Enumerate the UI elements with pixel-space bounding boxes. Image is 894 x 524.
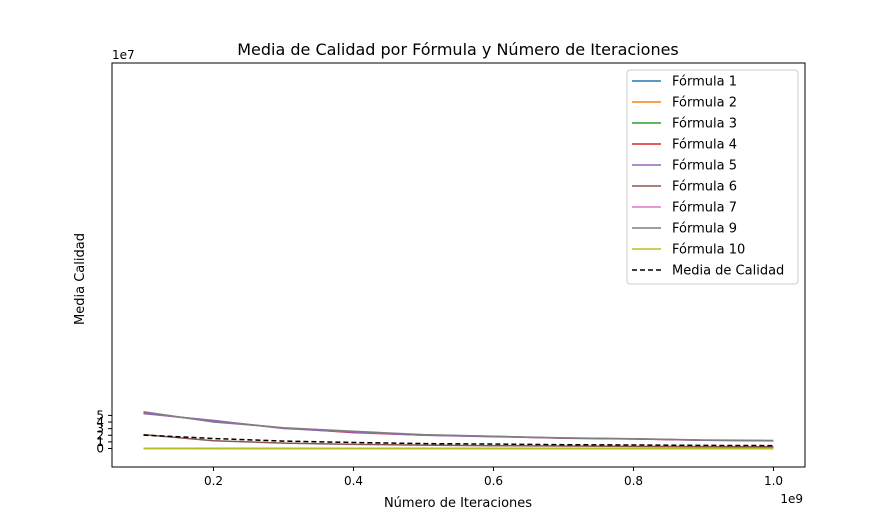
y-axis-offset-label: 1e7 — [112, 48, 135, 62]
y-tick-label: 2 — [96, 428, 104, 442]
x-tick-label: 0.6 — [484, 474, 503, 488]
legend-label: Media de Calidad — [672, 264, 784, 279]
x-tick-label: 0.4 — [344, 474, 363, 488]
legend-label: Fórmula 9 — [672, 222, 737, 237]
legend-label: Fórmula 6 — [672, 180, 737, 195]
series-line-f-rmula-9 — [143, 410, 774, 442]
legend-items: Fórmula 1 Fórmula 2 Fórmula 3 Fórmula 4 Fórm… — [632, 75, 784, 279]
y-tick-label: 5 — [96, 408, 104, 422]
y-tick-label: 4 — [96, 415, 104, 429]
x-axis-label: Número de Iteraciones — [384, 496, 532, 511]
y-tick-label: 1 — [96, 435, 104, 449]
plot-frame — [111, 62, 806, 468]
legend-label: Fórmula 3 — [672, 117, 737, 132]
y-tick-label: 3 — [96, 422, 104, 436]
x-tick-label: 0.8 — [624, 474, 643, 488]
x-tick-label: 1.0 — [764, 474, 783, 488]
legend-label: Fórmula 10 — [672, 243, 745, 258]
legend-label: Fórmula 1 — [672, 75, 737, 90]
y-axis-label: Media Calidad — [73, 233, 88, 325]
x-axis-offset-label: 1e9 — [780, 492, 803, 506]
y-tick-label: 0 — [96, 441, 104, 455]
legend-box — [626, 69, 799, 285]
series-lines — [143, 410, 774, 450]
legend-label: Fórmula 4 — [672, 138, 737, 153]
legend: Fórmula 1 Fórmula 2 Fórmula 3 Fórmula 4 Fórm… — [626, 69, 799, 285]
legend-label: Fórmula 7 — [672, 201, 737, 216]
series-line-media-de-calidad — [143, 434, 774, 447]
series-line-f-rmula-6 — [143, 433, 774, 448]
legend-label: Fórmula 5 — [672, 159, 737, 174]
x-tick-label: 0.2 — [204, 474, 223, 488]
legend-label: Fórmula 2 — [672, 96, 737, 111]
chart-title: Media de Calidad por Fórmula y Número de… — [237, 40, 679, 59]
